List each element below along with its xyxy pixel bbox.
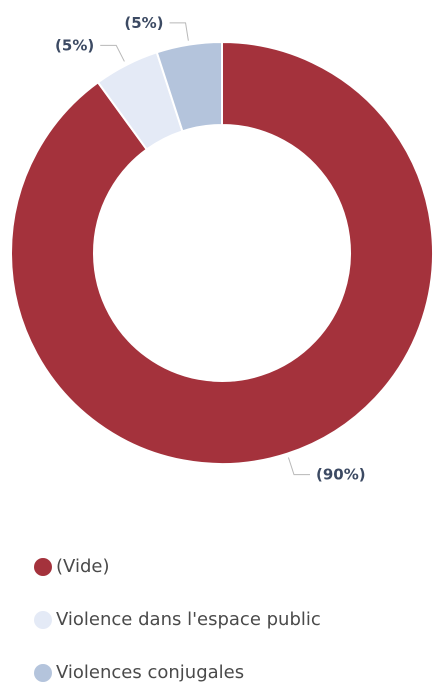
legend-swatch-vide — [34, 557, 52, 576]
legend-swatch-violences-conjugales — [34, 663, 52, 682]
legend-label-violence-espace-public: Violence dans l'espace public — [56, 609, 321, 630]
chart-legend: (Vide) Violence dans l'espace public Vio… — [34, 540, 434, 699]
donut-slice-violences-conjugales[interactable] — [155, 40, 223, 133]
donut-slice-vide[interactable] — [10, 40, 434, 465]
legend-item-violence-espace-public[interactable]: Violence dans l'espace public — [34, 593, 434, 646]
legend-item-vide[interactable]: (Vide) — [34, 540, 434, 593]
leader-line-violences-conjugales — [169, 22, 189, 41]
legend-item-violences-conjugales[interactable]: Violences conjugales — [34, 646, 434, 699]
legend-swatch-violence-espace-public — [34, 610, 52, 629]
leader-line-vide — [287, 457, 311, 476]
data-label-violences-conjugales: (5%) — [124, 14, 163, 32]
leader-line-violence-dans-l-espace-public — [100, 44, 125, 62]
donut-chart: (90%) (5%) (5%) — [10, 14, 434, 484]
data-label-violence-dans-l-espace-public: (5%) — [55, 36, 94, 54]
legend-label-vide: (Vide) — [56, 556, 110, 577]
data-label-vide: (90%) — [316, 466, 366, 484]
donut-chart-svg: (90%) (5%) (5%) — [10, 14, 434, 484]
legend-label-violences-conjugales: Violences conjugales — [56, 662, 245, 683]
